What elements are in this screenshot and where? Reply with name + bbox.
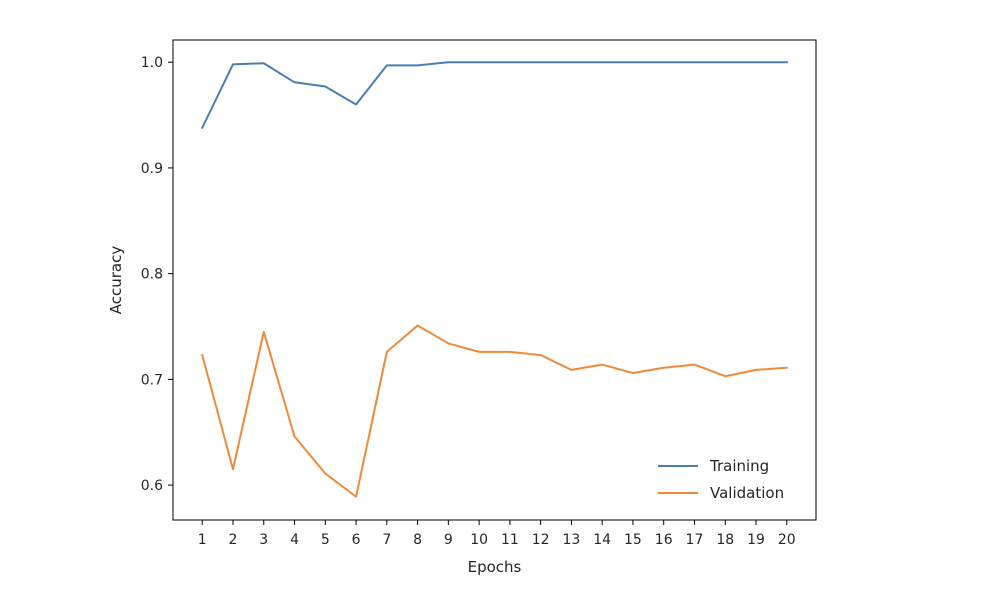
legend-label-training: Training — [709, 457, 769, 475]
series-line-validation — [201, 324, 788, 498]
x-tick-label: 19 — [747, 532, 765, 548]
y-tick-label: 0.8 — [141, 267, 163, 283]
x-tick-label: 6 — [352, 532, 361, 548]
x-tick-label: 15 — [624, 532, 642, 548]
x-tick-label: 13 — [562, 532, 580, 548]
x-tick-label: 7 — [382, 532, 391, 548]
x-tick-label: 2 — [229, 532, 238, 548]
x-tick-label: 11 — [501, 532, 519, 548]
x-axis: 1 2 3 4 5 6 7 8 9 10 11 12 13 14 15 16 17 18 19 20 — [198, 520, 796, 548]
x-axis-label: Epochs — [468, 558, 522, 576]
y-tick-label: 0.9 — [141, 161, 163, 177]
x-tick-label: 17 — [686, 532, 704, 548]
x-tick-label: 1 — [198, 532, 207, 548]
x-tick-label: 12 — [532, 532, 550, 548]
x-tick-label: 3 — [259, 532, 268, 548]
y-tick-label: 1.0 — [141, 55, 163, 71]
series-group — [200, 61, 788, 498]
plot-area: 1 2 3 4 5 6 7 8 9 10 11 12 13 14 15 16 17 18 19 20 0.60.70.… — [141, 39, 817, 548]
series-line-training — [200, 61, 788, 130]
y-tick-label: 0.6 — [141, 478, 163, 494]
legend: Training Validation — [658, 457, 784, 502]
y-axis-label: Accuracy — [107, 246, 125, 315]
x-tick-label: 18 — [716, 532, 734, 548]
x-tick-label: 14 — [593, 532, 611, 548]
x-tick-label: 5 — [321, 532, 330, 548]
x-tick-label: 8 — [413, 532, 422, 548]
x-tick-label: 16 — [655, 532, 673, 548]
y-axis: 0.6 0.7 0.8 0.9 1.0 — [141, 55, 173, 494]
y-tick-label: 0.7 — [141, 372, 163, 388]
x-tick-label: 9 — [444, 532, 453, 548]
x-tick-label: 10 — [470, 532, 488, 548]
axes-frame — [172, 39, 817, 521]
x-tick-label: 20 — [778, 532, 796, 548]
legend-label-validation: Validation — [710, 484, 784, 502]
x-tick-label: 4 — [290, 532, 299, 548]
